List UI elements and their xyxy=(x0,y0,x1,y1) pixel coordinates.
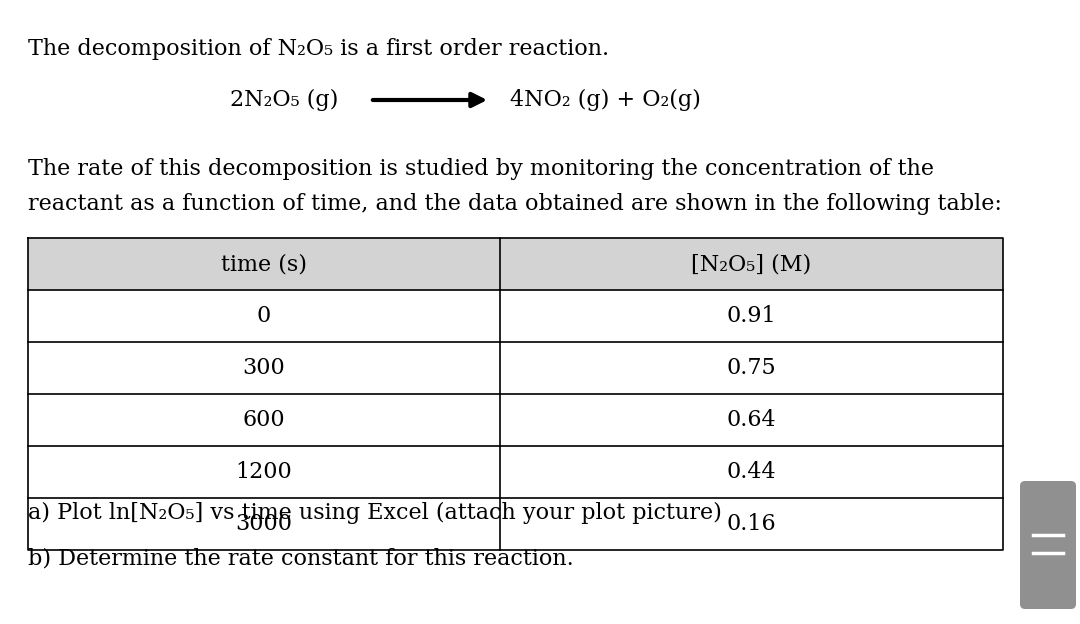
Text: 0: 0 xyxy=(257,305,271,327)
Text: The decomposition of N₂O₅ is a first order reaction.: The decomposition of N₂O₅ is a first ord… xyxy=(28,38,609,60)
Text: 0.16: 0.16 xyxy=(727,513,777,535)
Text: b) Determine the rate constant for this reaction.: b) Determine the rate constant for this … xyxy=(28,548,573,570)
Text: time (s): time (s) xyxy=(221,253,307,275)
Bar xyxy=(28,498,1003,550)
Text: 4NO₂ (g) + O₂(g): 4NO₂ (g) + O₂(g) xyxy=(510,89,701,111)
Text: a) Plot ln[N₂O₅] vs time using Excel (attach your plot picture): a) Plot ln[N₂O₅] vs time using Excel (at… xyxy=(28,502,721,524)
Text: 600: 600 xyxy=(243,409,285,431)
Text: 0.75: 0.75 xyxy=(727,357,777,379)
Text: 1200: 1200 xyxy=(235,461,293,483)
Text: reactant as a function of time, and the data obtained are shown in the following: reactant as a function of time, and the … xyxy=(28,193,1002,215)
Bar xyxy=(28,342,1003,394)
Text: [N₂O₅] (M): [N₂O₅] (M) xyxy=(691,253,812,275)
Text: 2N₂O₅ (g): 2N₂O₅ (g) xyxy=(230,89,338,111)
Text: 0.44: 0.44 xyxy=(727,461,777,483)
Text: 300: 300 xyxy=(243,357,285,379)
Bar xyxy=(28,290,1003,342)
Text: 0.64: 0.64 xyxy=(727,409,777,431)
Text: The rate of this decomposition is studied by monitoring the concentration of the: The rate of this decomposition is studie… xyxy=(28,158,934,180)
Text: 0.91: 0.91 xyxy=(727,305,777,327)
Bar xyxy=(28,394,1003,446)
Text: 3000: 3000 xyxy=(235,513,293,535)
FancyBboxPatch shape xyxy=(1020,481,1076,609)
Bar xyxy=(28,446,1003,498)
Bar xyxy=(28,238,1003,290)
